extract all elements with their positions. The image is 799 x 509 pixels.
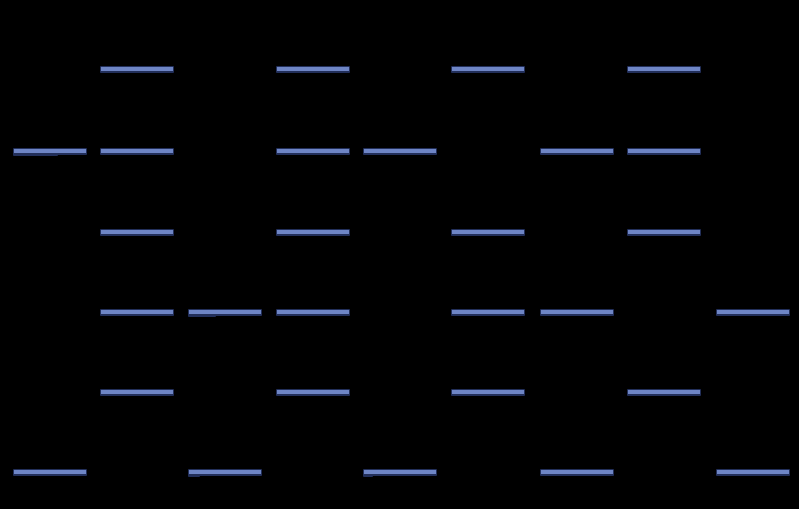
dash-marker: [451, 389, 525, 396]
dash-marker: [100, 389, 174, 396]
dash-marker: [100, 66, 174, 73]
dash-marker: [627, 148, 701, 155]
dash-marker: [13, 469, 87, 476]
dash-marker: [540, 469, 614, 476]
dash-marker: [13, 148, 87, 155]
dash-marker: [451, 229, 525, 236]
dash-marker: [276, 229, 350, 236]
dash-marker: [627, 389, 701, 396]
dash-marker: [716, 309, 790, 316]
dash-marker: [451, 309, 525, 316]
dash-marker: [276, 148, 350, 155]
dash-marker: [276, 309, 350, 316]
dash-marker: [276, 389, 350, 396]
dash-marker: [188, 469, 262, 476]
dash-marker: [716, 469, 790, 476]
dash-marker: [540, 309, 614, 316]
dash-marker: [451, 66, 525, 73]
dash-marker: [100, 309, 174, 316]
dash-marker: [540, 148, 614, 155]
dash-marker: [276, 66, 350, 73]
dash-marker: [100, 148, 174, 155]
dash-marker: [188, 309, 262, 316]
dash-marker: [100, 229, 174, 236]
dash-marker: [363, 469, 437, 476]
dash-marker: [627, 229, 701, 236]
dash-marker: [627, 66, 701, 73]
dash-marker: [363, 148, 437, 155]
